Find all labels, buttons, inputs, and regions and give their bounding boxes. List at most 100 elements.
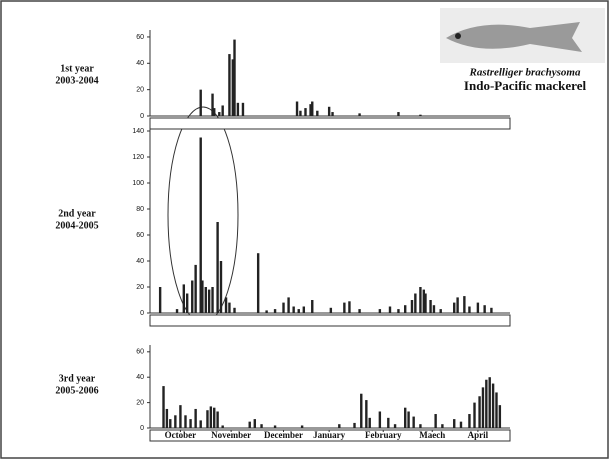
bar bbox=[224, 297, 228, 313]
y-tick-label: 0 bbox=[140, 425, 144, 432]
y-tick-label: 60 bbox=[136, 34, 144, 41]
bar bbox=[169, 419, 172, 428]
bar bbox=[360, 393, 363, 428]
y-tick-label: 0 bbox=[140, 113, 144, 120]
bar bbox=[488, 377, 491, 428]
bar bbox=[468, 306, 471, 313]
bar bbox=[478, 396, 481, 428]
fish-image bbox=[440, 8, 605, 63]
date-strip bbox=[149, 314, 511, 327]
bar bbox=[397, 309, 400, 313]
x-tick-label: December bbox=[264, 430, 303, 440]
bar bbox=[165, 408, 169, 428]
x-tick-label: April bbox=[468, 430, 489, 440]
bar bbox=[204, 287, 207, 313]
bar bbox=[490, 307, 493, 313]
bar bbox=[216, 411, 219, 428]
bar bbox=[378, 411, 382, 428]
bar bbox=[199, 420, 202, 428]
bar bbox=[256, 253, 260, 313]
bar bbox=[221, 105, 224, 116]
bar bbox=[213, 108, 216, 116]
bar bbox=[329, 307, 333, 313]
bar bbox=[236, 102, 240, 116]
bar bbox=[228, 54, 231, 116]
bar bbox=[273, 309, 277, 313]
bar bbox=[213, 407, 216, 428]
y-tick-label: 120 bbox=[132, 154, 144, 161]
y-tick-label: 60 bbox=[136, 349, 144, 356]
panel-title: 2nd year bbox=[58, 208, 96, 219]
bar bbox=[414, 293, 417, 313]
bar bbox=[343, 302, 346, 313]
bar bbox=[211, 287, 214, 313]
bar bbox=[495, 392, 498, 428]
bar bbox=[311, 300, 314, 313]
bar bbox=[299, 110, 302, 116]
bar bbox=[265, 310, 268, 313]
bar bbox=[331, 112, 334, 116]
bar bbox=[174, 415, 177, 428]
bar bbox=[300, 425, 304, 428]
bar bbox=[407, 411, 410, 428]
bar bbox=[429, 300, 432, 313]
bar bbox=[189, 419, 192, 428]
bar bbox=[483, 305, 486, 313]
date-strip bbox=[149, 429, 511, 442]
bar bbox=[485, 379, 488, 428]
bar bbox=[194, 408, 197, 428]
bar bbox=[338, 424, 341, 428]
y-tick-label: 40 bbox=[136, 374, 144, 381]
bar bbox=[216, 222, 219, 313]
x-tick-label: November bbox=[211, 430, 251, 440]
bar bbox=[309, 104, 312, 116]
bar bbox=[297, 309, 300, 313]
bar bbox=[179, 405, 182, 428]
bar bbox=[424, 293, 427, 313]
bar bbox=[498, 405, 502, 428]
bar bbox=[248, 421, 251, 428]
bar bbox=[348, 301, 351, 313]
y-tick-label: 20 bbox=[136, 86, 144, 93]
bar bbox=[432, 305, 436, 313]
y-tick-label: 40 bbox=[136, 258, 144, 265]
bar bbox=[476, 302, 480, 313]
bar bbox=[397, 112, 400, 116]
bar bbox=[253, 419, 256, 428]
bar bbox=[358, 113, 361, 116]
bar bbox=[439, 309, 442, 313]
y-tick-label: 0 bbox=[140, 310, 144, 317]
bar bbox=[260, 424, 263, 428]
bar bbox=[221, 425, 224, 428]
bar bbox=[368, 417, 371, 428]
bar bbox=[207, 289, 211, 313]
bar bbox=[473, 402, 476, 428]
panel-subtitle: 2003-2004 bbox=[55, 75, 98, 86]
common-name: Indo-Pacific mackerel bbox=[464, 78, 587, 93]
bar bbox=[158, 287, 162, 313]
bar bbox=[365, 400, 368, 428]
bar bbox=[422, 289, 426, 313]
bar bbox=[182, 284, 186, 313]
bar bbox=[191, 280, 194, 313]
bar bbox=[218, 112, 221, 116]
bar bbox=[412, 416, 415, 428]
y-tick-label: 60 bbox=[136, 232, 144, 239]
x-tick-label: January bbox=[313, 430, 346, 440]
bar bbox=[302, 306, 306, 313]
fish-eye bbox=[455, 33, 461, 39]
bar bbox=[463, 296, 466, 313]
bar bbox=[233, 39, 236, 116]
bar bbox=[273, 425, 277, 428]
bar bbox=[404, 407, 407, 428]
bar bbox=[481, 387, 485, 428]
bar bbox=[353, 422, 356, 428]
x-tick-label: October bbox=[165, 430, 197, 440]
bar bbox=[194, 264, 197, 313]
date-strip bbox=[149, 117, 511, 130]
bar bbox=[358, 309, 361, 313]
bar bbox=[304, 108, 307, 116]
bar bbox=[228, 302, 231, 313]
bar bbox=[287, 297, 290, 313]
